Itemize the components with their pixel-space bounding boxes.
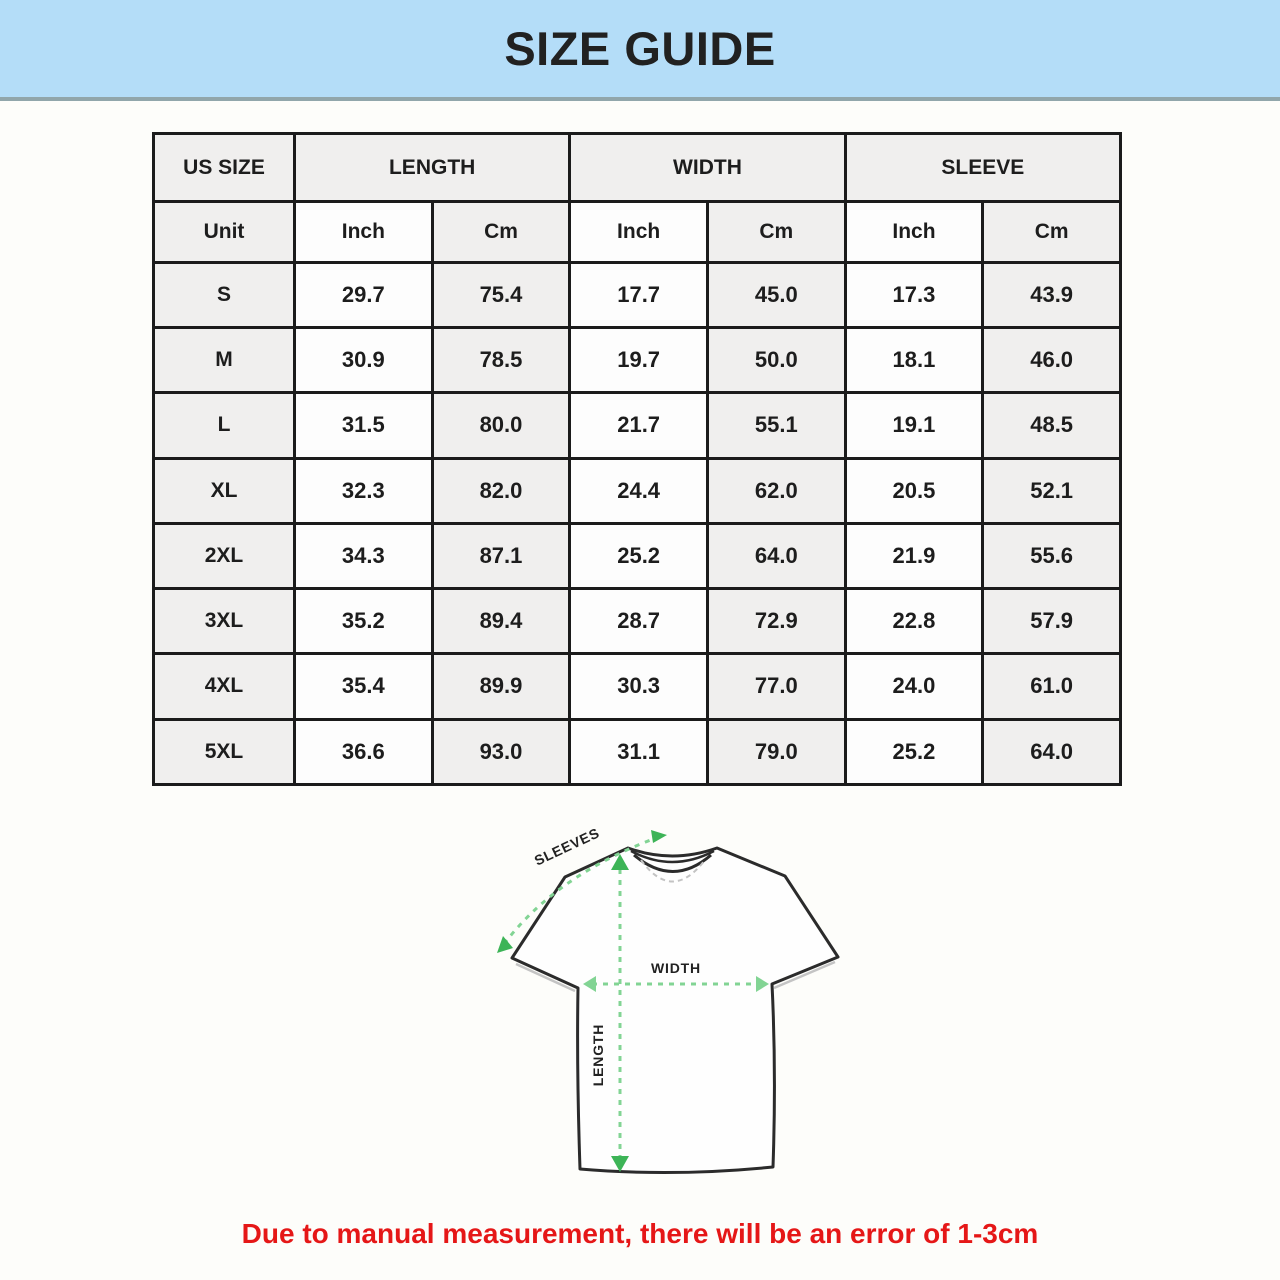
measure-cell: 52.1 <box>981 456 1122 525</box>
measure-cell: 82.0 <box>430 456 572 525</box>
unit-cell: Cm <box>705 200 847 264</box>
width-label: WIDTH <box>651 960 701 976</box>
sleeves-arrow <box>502 836 657 945</box>
table-header-row: US SIZE LENGTH WIDTH SLEEVE <box>152 132 1123 203</box>
measure-cell: 79.0 <box>705 717 847 787</box>
measure-cell: 46.0 <box>981 326 1122 395</box>
col-header-length: LENGTH <box>292 132 572 203</box>
measure-cell: 30.3 <box>568 652 709 721</box>
measure-cell: 34.3 <box>293 521 434 591</box>
col-header-sleeve: SLEEVE <box>843 132 1123 203</box>
collar-back-seam <box>640 859 706 883</box>
sleeves-arrowhead-top <box>651 830 667 843</box>
measure-cell: 89.9 <box>430 652 572 721</box>
measure-cell: 57.9 <box>981 587 1122 656</box>
measure-cell: 61.0 <box>981 652 1122 721</box>
size-label: S <box>152 260 296 330</box>
measure-cell: 31.1 <box>568 717 709 787</box>
measure-cell: 21.7 <box>568 391 709 460</box>
measure-cell: 64.0 <box>981 717 1122 787</box>
measure-cell: 30.9 <box>293 326 434 395</box>
table-row: 2XL 34.3 87.1 25.2 64.0 21.9 55.6 <box>152 521 1122 591</box>
size-label: 4XL <box>152 652 296 721</box>
width-arrowhead-right <box>756 976 769 992</box>
tshirt-diagram: LENGTH WIDTH SLEEVES <box>497 824 840 1175</box>
table-row: 4XL 35.4 89.9 30.3 77.0 24.0 61.0 <box>152 652 1122 721</box>
measure-cell: 25.2 <box>843 717 985 787</box>
unit-cell: Inch <box>293 200 434 264</box>
measure-cell: 62.0 <box>705 456 847 525</box>
measure-cell: 22.8 <box>843 587 985 656</box>
measure-cell: 31.5 <box>293 391 434 460</box>
unit-cell: Inch <box>568 200 709 264</box>
measure-cell: 20.5 <box>843 456 985 525</box>
size-label: M <box>152 326 296 395</box>
measure-cell: 89.4 <box>430 587 572 656</box>
header-banner: SIZE GUIDE <box>0 0 1280 101</box>
measure-cell: 24.4 <box>568 456 709 525</box>
unit-row-label: Unit <box>152 200 296 264</box>
measure-cell: 19.1 <box>843 391 985 460</box>
size-label: 2XL <box>152 521 296 591</box>
measure-cell: 24.0 <box>843 652 985 721</box>
size-label: XL <box>152 456 296 525</box>
measure-cell: 36.6 <box>293 717 434 787</box>
table-row: XL 32.3 82.0 24.4 62.0 20.5 52.1 <box>152 456 1122 525</box>
table-row: M 30.9 78.5 19.7 50.0 18.1 46.0 <box>152 326 1122 395</box>
table-row: 3XL 35.2 89.4 28.7 72.9 22.8 57.9 <box>152 587 1122 656</box>
size-label: L <box>152 391 296 460</box>
measure-cell: 35.4 <box>293 652 434 721</box>
col-header-us-size: US SIZE <box>152 132 296 203</box>
tshirt-outline <box>510 846 840 1175</box>
length-arrowhead-top <box>611 854 629 870</box>
length-arrowhead-bottom <box>611 1156 629 1172</box>
measure-cell: 80.0 <box>430 391 572 460</box>
measure-cell: 32.3 <box>293 456 434 525</box>
measure-cell: 18.1 <box>843 326 985 395</box>
measure-cell: 21.9 <box>843 521 985 591</box>
unit-row: Unit Inch Cm Inch Cm Inch Cm <box>152 200 1122 264</box>
measure-cell: 45.0 <box>705 260 847 330</box>
table-row: 5XL 36.6 93.0 31.1 79.0 25.2 64.0 <box>152 717 1122 787</box>
measure-cell: 50.0 <box>705 326 847 395</box>
measure-cell: 28.7 <box>568 587 709 656</box>
unit-cell: Cm <box>430 200 572 264</box>
measure-cell: 87.1 <box>430 521 572 591</box>
right-cuff-line <box>773 960 836 990</box>
width-arrowhead-left <box>583 976 596 992</box>
measure-cell: 93.0 <box>430 717 572 787</box>
measurement-note: Due to manual measurement, there will be… <box>241 1218 1039 1249</box>
measure-cell: 19.7 <box>568 326 709 395</box>
measure-cell: 48.5 <box>981 391 1122 460</box>
table-row: L 31.5 80.0 21.7 55.1 19.1 48.5 <box>152 391 1122 460</box>
sleeves-label: SLEEVES <box>532 824 602 868</box>
measure-cell: 77.0 <box>705 652 847 721</box>
measure-cell: 29.7 <box>293 260 434 330</box>
measure-cell: 75.4 <box>430 260 572 330</box>
col-header-width: WIDTH <box>568 132 847 203</box>
length-label: LENGTH <box>590 1024 606 1086</box>
sleeves-arrowhead-bottom <box>497 936 513 953</box>
measure-cell: 72.9 <box>705 587 847 656</box>
measure-cell: 25.2 <box>568 521 709 591</box>
measure-cell: 55.1 <box>705 391 847 460</box>
measure-cell: 78.5 <box>430 326 572 395</box>
left-cuff-line <box>515 962 576 993</box>
measure-cell: 17.7 <box>568 260 709 330</box>
collar-line <box>630 849 715 864</box>
size-table: US SIZE LENGTH WIDTH SLEEVE Unit Inch Cm… <box>152 132 1123 787</box>
measure-cell: 17.3 <box>843 260 985 330</box>
measure-cell: 35.2 <box>293 587 434 656</box>
table-row: S 29.7 75.4 17.7 45.0 17.3 43.9 <box>152 260 1122 330</box>
unit-cell: Inch <box>843 200 985 264</box>
size-label: 5XL <box>152 717 296 787</box>
measure-cell: 43.9 <box>981 260 1122 330</box>
measure-cell: 55.6 <box>981 521 1122 591</box>
size-label: 3XL <box>152 587 296 656</box>
unit-cell: Cm <box>981 200 1122 264</box>
page-title: SIZE GUIDE <box>504 22 776 75</box>
measure-cell: 64.0 <box>705 521 847 591</box>
